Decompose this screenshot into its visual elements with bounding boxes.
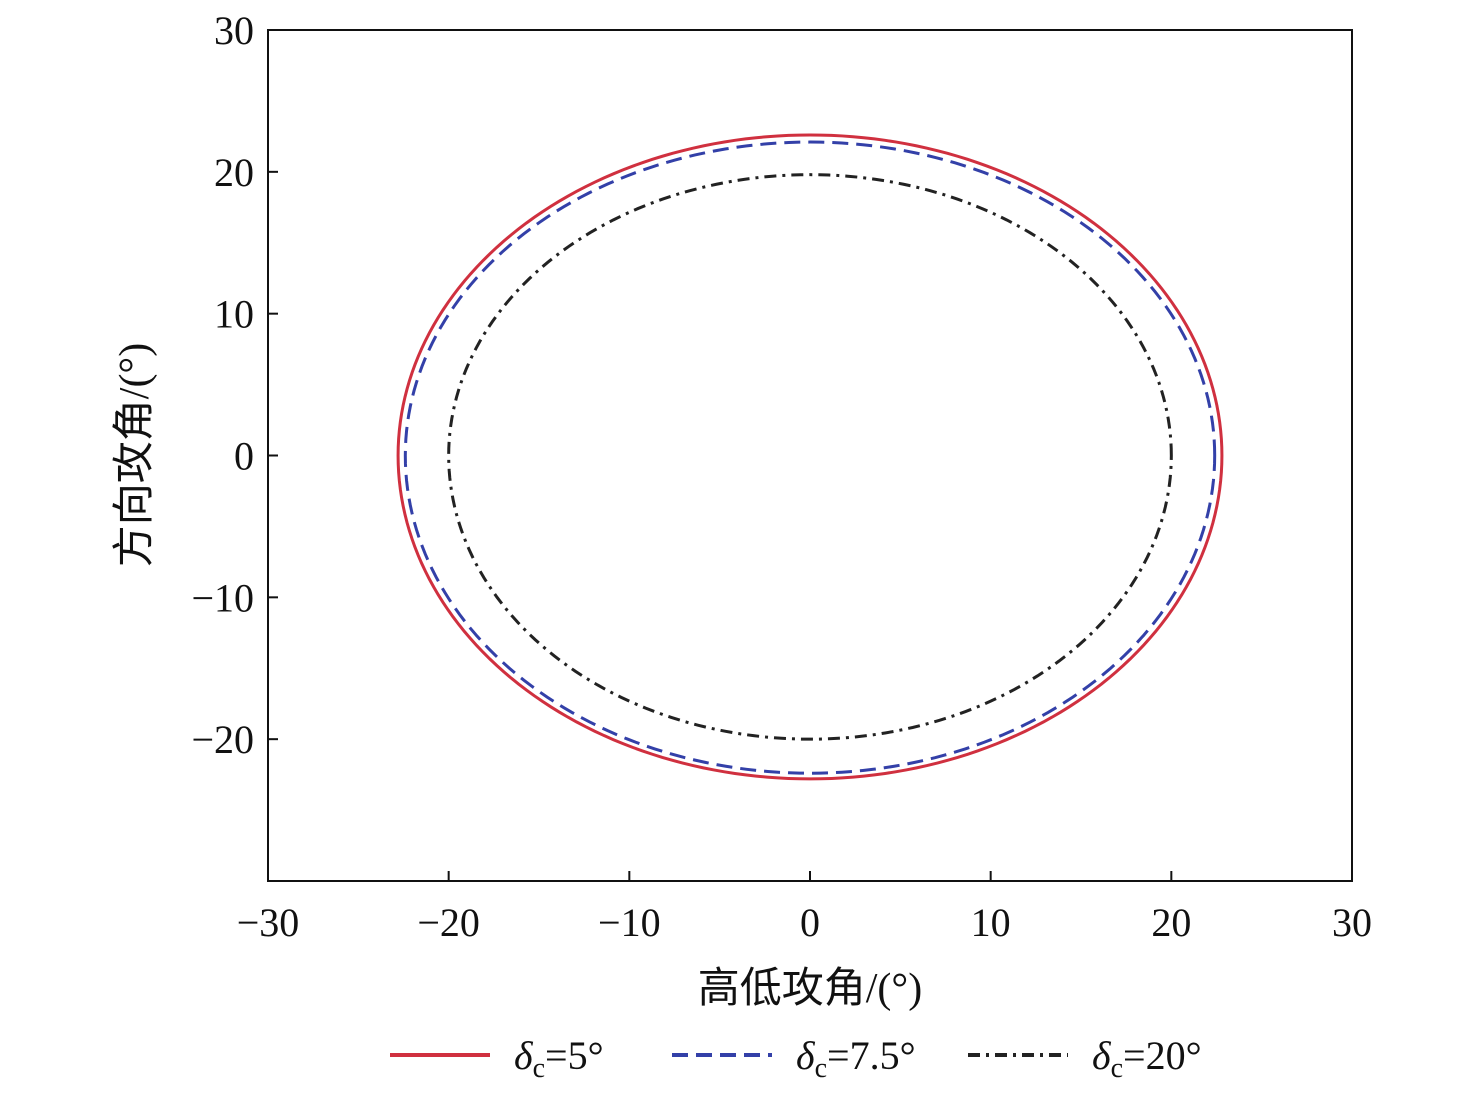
y-tick-label: 10 [214,292,254,337]
y-tick-label: 30 [214,8,254,53]
series-curve-0 [396,133,1224,781]
legend-value: =5° [545,1033,604,1078]
y-tick-label: 20 [214,150,254,195]
x-tick-label: −20 [417,900,480,945]
x-axis-title: 高低攻角/(°) [698,966,922,1012]
y-tick-label: −20 [191,717,254,762]
legend-symbol: δ [514,1033,534,1078]
legend-value: =20° [1123,1033,1202,1078]
y-axis-title: 方向攻角/(°) [112,343,158,567]
curves [396,133,1224,781]
x-tick-label: 20 [1151,900,1191,945]
legend-subscript: c [815,1053,827,1084]
legend-label-1: δc=7.5° [796,1033,916,1084]
plot-frame [267,29,1353,882]
x-tick-label: −10 [598,900,661,945]
x-tick-label: 30 [1332,900,1372,945]
legend-symbol: δ [796,1033,816,1078]
x-tick-label: −30 [237,900,300,945]
legend-label-0: δc=5° [514,1033,604,1084]
legend-label-2: δc=20° [1092,1033,1202,1084]
legend-value: =7.5° [827,1033,916,1078]
ticks: −30 −20 −10 0 10 20 30 −20 −10 0 10 20 30 [191,8,1372,945]
series-curve-2 [447,173,1173,741]
y-tick-label: −10 [191,575,254,620]
x-tick-label: 10 [971,900,1011,945]
legend: δc=5° δc=7.5° δc=20° [390,1033,1202,1084]
series-curve-1 [403,140,1217,775]
legend-subscript: c [533,1053,545,1084]
legend-symbol: δ [1092,1033,1112,1078]
y-tick-label: 0 [234,434,254,479]
x-tick-label: 0 [800,900,820,945]
legend-subscript: c [1111,1053,1123,1084]
